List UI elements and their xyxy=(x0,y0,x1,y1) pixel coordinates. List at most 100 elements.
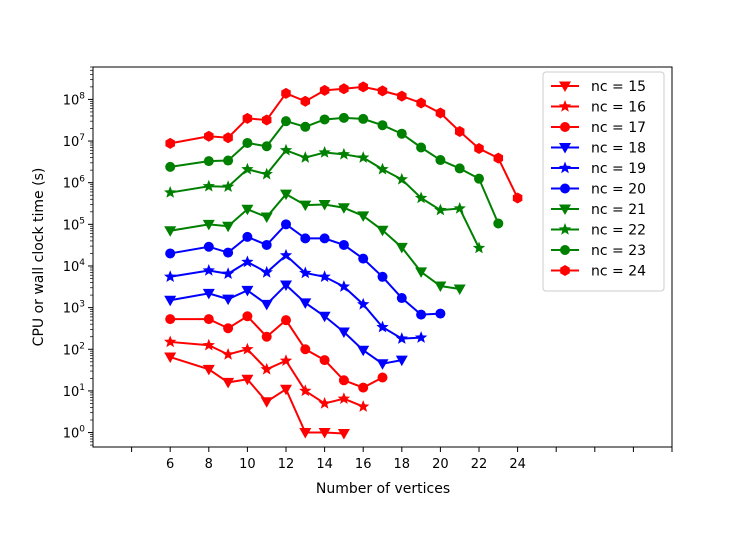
data-point xyxy=(434,203,447,216)
data-point xyxy=(472,241,486,254)
data-point xyxy=(165,314,176,325)
data-point xyxy=(357,297,370,310)
y-tick-label: 102 xyxy=(63,341,85,358)
data-point xyxy=(241,162,254,175)
data-point xyxy=(299,151,312,163)
legend-marker xyxy=(559,204,571,215)
data-point xyxy=(300,233,311,244)
data-point xyxy=(376,225,389,237)
legend-label: nc = 19 xyxy=(591,161,646,177)
data-point xyxy=(299,266,312,279)
y-tick-label: 101 xyxy=(63,383,85,400)
data-point xyxy=(281,315,291,326)
series-group xyxy=(165,112,504,229)
data-point xyxy=(164,295,177,307)
series-group xyxy=(165,81,523,204)
data-point xyxy=(376,162,389,175)
legend-entry: nc = 16 xyxy=(551,100,646,116)
data-point xyxy=(357,151,370,163)
legend-marker xyxy=(559,143,571,154)
data-point xyxy=(242,231,253,242)
series-group xyxy=(164,335,370,412)
y-tick-label: 108 xyxy=(63,91,86,108)
data-point xyxy=(202,179,215,192)
data-point xyxy=(454,125,465,137)
data-point xyxy=(318,146,331,158)
legend-marker xyxy=(558,161,572,174)
data-point xyxy=(261,114,272,126)
legend-label: nc = 24 xyxy=(591,264,646,280)
data-point xyxy=(202,338,215,351)
legend-label: nc = 22 xyxy=(591,223,646,239)
data-point xyxy=(337,392,351,404)
data-point xyxy=(337,203,350,214)
data-point xyxy=(279,143,293,156)
data-point xyxy=(319,114,330,125)
legend-label: nc = 23 xyxy=(591,243,646,259)
data-point xyxy=(299,200,312,212)
legend-label: nc = 17 xyxy=(591,120,646,136)
data-point xyxy=(242,137,253,148)
legend-entry: nc = 23 xyxy=(551,243,646,259)
y-tick-label: 103 xyxy=(63,300,85,317)
data-point xyxy=(318,311,331,323)
legend-entry: nc = 18 xyxy=(551,141,646,157)
data-point xyxy=(493,218,504,229)
x-axis: 6 8 10 12 14 16 18 20 22 24 xyxy=(131,447,673,472)
data-point xyxy=(221,347,235,360)
y-tick-label: 105 xyxy=(63,216,85,233)
data-point xyxy=(338,239,349,250)
data-point xyxy=(397,90,407,102)
legend-label: nc = 18 xyxy=(591,141,646,157)
data-point xyxy=(337,280,351,292)
data-point xyxy=(241,285,254,297)
x-tick-label: 8 xyxy=(205,457,213,472)
legend-marker xyxy=(558,223,572,235)
data-point xyxy=(318,396,331,409)
data-point xyxy=(395,332,408,344)
data-point xyxy=(223,155,234,166)
legend-marker xyxy=(560,245,570,255)
data-point xyxy=(435,155,446,166)
data-point xyxy=(242,311,253,322)
y-axis: 100 101 102 103 104 105 106 107 108 xyxy=(63,66,93,446)
data-point xyxy=(358,81,368,93)
series-group xyxy=(164,280,408,370)
legend-label: nc = 16 xyxy=(591,100,646,116)
data-point xyxy=(415,267,428,278)
data-point xyxy=(299,428,312,439)
data-point xyxy=(202,219,215,231)
data-point xyxy=(202,288,215,300)
data-point xyxy=(318,428,331,439)
data-point xyxy=(435,308,446,319)
data-point xyxy=(261,331,272,342)
legend-marker xyxy=(560,183,570,194)
data-point xyxy=(318,270,331,283)
data-point xyxy=(512,192,523,204)
data-point xyxy=(260,362,273,375)
x-axis-label: Number of vertices xyxy=(316,481,450,497)
legend-marker xyxy=(560,265,570,276)
legend-entry: nc = 15 xyxy=(551,79,646,95)
series-group xyxy=(165,311,388,393)
data-point xyxy=(396,128,407,139)
data-point xyxy=(395,242,408,254)
data-point xyxy=(319,233,330,244)
data-point xyxy=(376,359,389,370)
data-point xyxy=(416,309,427,320)
data-point xyxy=(416,97,426,109)
data-point xyxy=(165,248,176,259)
data-point xyxy=(357,400,370,412)
legend-marker xyxy=(559,81,571,92)
data-point xyxy=(357,345,370,357)
axes-frame xyxy=(92,66,673,448)
data-point xyxy=(377,271,388,282)
data-point xyxy=(414,191,428,204)
data-point xyxy=(260,299,273,311)
y-tick-label: 104 xyxy=(63,258,86,275)
series-group xyxy=(164,143,486,254)
legend-entry: nc = 24 xyxy=(551,264,646,280)
data-point xyxy=(337,327,350,338)
series-line xyxy=(170,149,480,249)
